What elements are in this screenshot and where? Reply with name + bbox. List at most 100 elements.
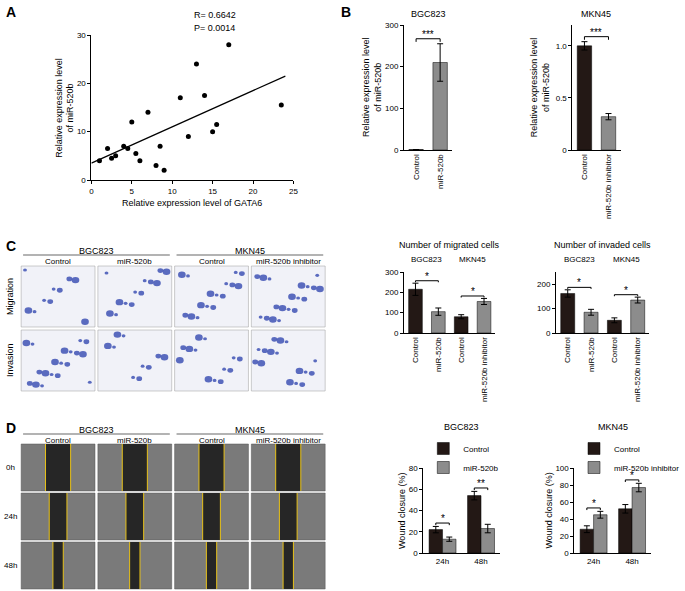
- svg-text:Control: Control: [614, 445, 640, 454]
- svg-text:B: B: [341, 4, 351, 20]
- svg-text:miR-520b: miR-520b: [117, 257, 152, 266]
- svg-text:Control: Control: [580, 154, 589, 180]
- svg-text:0: 0: [394, 146, 399, 155]
- svg-text:Control: Control: [45, 257, 71, 266]
- svg-text:300: 300: [385, 21, 399, 30]
- svg-text:24h: 24h: [436, 557, 449, 566]
- svg-text:25: 25: [289, 187, 298, 196]
- svg-text:Number of invaded cells: Number of invaded cells: [554, 240, 651, 250]
- svg-text:Control: Control: [463, 445, 489, 454]
- svg-text:Control: Control: [45, 436, 71, 445]
- svg-text:C: C: [6, 238, 16, 254]
- svg-text:Relative expression levelof mi: Relative expression levelof miR-520b: [529, 38, 551, 138]
- svg-text:BGC823: BGC823: [411, 255, 442, 264]
- svg-text:300: 300: [385, 268, 399, 277]
- svg-text:R= 0.6642: R= 0.6642: [194, 10, 236, 20]
- svg-text:***: ***: [422, 29, 434, 40]
- svg-text:Relative expression levelof mi: Relative expression levelof miR-520b: [361, 37, 383, 137]
- svg-text:48h: 48h: [4, 561, 17, 570]
- svg-text:Control: Control: [563, 337, 572, 363]
- svg-text:*: *: [624, 285, 628, 296]
- svg-text:**: **: [477, 478, 485, 489]
- svg-text:MKN45: MKN45: [613, 255, 640, 264]
- svg-text:Relative expression level of G: Relative expression level of GATA6: [122, 198, 262, 208]
- svg-text:D: D: [6, 420, 16, 436]
- svg-text:15: 15: [208, 187, 217, 196]
- svg-text:*: *: [592, 498, 596, 509]
- svg-text:Control: Control: [199, 257, 225, 266]
- svg-text:Control: Control: [457, 337, 466, 363]
- svg-text:MKN45: MKN45: [235, 425, 265, 435]
- svg-text:Relative expression levelof mi: Relative expression levelof miR-520b: [54, 58, 76, 158]
- svg-text:MKN45: MKN45: [598, 422, 628, 432]
- svg-text:Wound closure (%): Wound closure (%): [544, 472, 554, 548]
- svg-text:200: 200: [385, 62, 399, 71]
- svg-text:Control: Control: [412, 154, 421, 180]
- svg-text:100: 100: [385, 308, 399, 317]
- svg-text:BGC823: BGC823: [444, 422, 479, 432]
- svg-text:MKN45: MKN45: [235, 246, 265, 256]
- svg-text:100: 100: [537, 304, 551, 313]
- svg-text:0.5: 0.5: [556, 94, 568, 103]
- svg-text:Wound closure (%): Wound closure (%): [397, 473, 407, 549]
- svg-text:Control: Control: [411, 337, 420, 363]
- svg-text:0: 0: [413, 549, 418, 558]
- svg-text:0: 0: [546, 329, 551, 338]
- svg-text:0: 0: [394, 329, 399, 338]
- svg-text:100: 100: [385, 104, 399, 113]
- svg-text:MKN45: MKN45: [581, 9, 611, 19]
- svg-text:Invasion: Invasion: [5, 344, 15, 378]
- svg-text:miR-520b inhibitor: miR-520b inhibitor: [256, 436, 321, 445]
- svg-text:30: 30: [77, 31, 86, 40]
- svg-text:miR-520b: miR-520b: [117, 436, 152, 445]
- svg-text:200: 200: [385, 288, 399, 297]
- svg-text:1.0: 1.0: [556, 42, 568, 51]
- svg-text:200: 200: [537, 280, 551, 289]
- svg-text:20: 20: [409, 528, 418, 537]
- svg-text:10: 10: [77, 127, 86, 136]
- svg-text:80: 80: [560, 481, 569, 490]
- svg-text:*: *: [425, 271, 429, 282]
- svg-text:*: *: [577, 277, 581, 288]
- svg-text:*: *: [471, 286, 475, 297]
- svg-text:A: A: [6, 4, 16, 20]
- svg-text:24h: 24h: [4, 512, 17, 521]
- svg-text:MKN45: MKN45: [459, 255, 486, 264]
- svg-text:Migration: Migration: [5, 278, 15, 315]
- svg-text:0: 0: [89, 187, 94, 196]
- svg-text:0: 0: [562, 146, 567, 155]
- svg-text:20: 20: [77, 79, 86, 88]
- svg-text:Control: Control: [610, 337, 619, 363]
- svg-text:80: 80: [409, 464, 418, 473]
- svg-text:BGC823: BGC823: [411, 9, 446, 19]
- svg-text:BGC823: BGC823: [79, 425, 114, 435]
- svg-text:Control: Control: [199, 436, 225, 445]
- svg-text:5: 5: [130, 187, 135, 196]
- svg-text:*: *: [441, 513, 445, 524]
- svg-text:miR-520b inhibitor: miR-520b inhibitor: [480, 337, 489, 402]
- svg-text:48h: 48h: [474, 557, 487, 566]
- svg-text:40: 40: [409, 506, 418, 515]
- svg-text:miR-520b inhibitor: miR-520b inhibitor: [633, 337, 642, 402]
- svg-text:Number of migrated cells: Number of migrated cells: [399, 240, 500, 250]
- svg-text:miR-520b inhibitor: miR-520b inhibitor: [614, 464, 679, 473]
- svg-text:P= 0.0014: P= 0.0014: [194, 23, 235, 33]
- svg-text:0h: 0h: [6, 463, 15, 472]
- svg-text:0: 0: [81, 176, 86, 185]
- svg-text:60: 60: [409, 485, 418, 494]
- svg-text:60: 60: [560, 498, 569, 507]
- svg-text:0: 0: [564, 549, 569, 558]
- svg-text:miR-520b inhibitor: miR-520b inhibitor: [256, 257, 321, 266]
- svg-text:40: 40: [560, 515, 569, 524]
- svg-text:BGC823: BGC823: [564, 255, 595, 264]
- svg-text:24h: 24h: [587, 557, 600, 566]
- svg-text:miR-520b: miR-520b: [434, 337, 443, 372]
- svg-text:100: 100: [555, 464, 569, 473]
- svg-text:20: 20: [249, 187, 258, 196]
- svg-text:BGC823: BGC823: [79, 246, 114, 256]
- svg-text:miR-520b inhibitor: miR-520b inhibitor: [604, 154, 613, 219]
- svg-text:miR-520b: miR-520b: [436, 154, 445, 189]
- svg-text:*: *: [630, 470, 634, 481]
- svg-text:miR-520b: miR-520b: [587, 337, 596, 372]
- svg-text:20: 20: [560, 532, 569, 541]
